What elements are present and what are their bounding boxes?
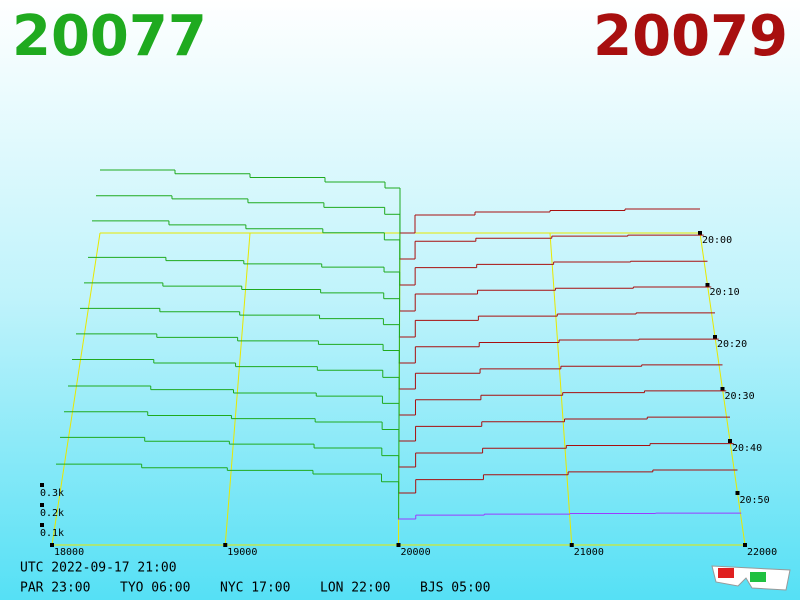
x-tick-label: 18000 — [54, 547, 84, 558]
x-tick-label: 20000 — [401, 547, 431, 558]
time-tick-mark — [698, 231, 702, 235]
time-tick-label: 20:40 — [732, 443, 762, 454]
x-tick-label: 19000 — [227, 547, 257, 558]
time-tick-mark — [705, 283, 710, 287]
city-time: PAR 23:00 — [20, 581, 90, 596]
x-tick-label: 21000 — [574, 547, 604, 558]
grid-line — [224, 232, 251, 546]
z-tick-mark — [40, 523, 44, 527]
city-times: PAR 23:00 TYO 06:00 NYC 17:00 LON 22:00 BJS … — [20, 581, 490, 596]
tick-mark — [396, 543, 401, 547]
city-time: TYO 06:00 — [120, 581, 190, 596]
z-tick-label: 0.3k — [40, 488, 64, 499]
time-tick-label: 20:10 — [710, 287, 740, 298]
tick-mark — [50, 543, 54, 547]
time-tick-mark — [720, 387, 725, 391]
city-time: LON 22:00 — [320, 581, 390, 596]
ask-price: 20079 — [593, 4, 788, 69]
city-time: NYC 17:00 — [220, 581, 290, 596]
time-tick-label: 20:20 — [717, 339, 747, 350]
bid-price: 20077 — [12, 4, 207, 69]
tick-mark — [743, 543, 747, 547]
z-tick-label: 0.1k — [40, 528, 64, 539]
3d-glasses-icon — [711, 565, 791, 591]
time-tick-mark — [735, 491, 740, 495]
utc-time: UTC 2022-09-17 21:00 — [20, 561, 177, 576]
plot-area: 18000 19000 20000 21000 22000 20:00 20:10 20:20… — [40, 169, 777, 558]
time-tick-label: 20:30 — [725, 391, 755, 402]
tick-mark — [223, 543, 228, 547]
time-tick-mark — [728, 439, 732, 443]
time-tick-label: 20:00 — [702, 235, 732, 246]
z-tick-mark — [40, 503, 44, 507]
grid-line — [51, 232, 101, 546]
grid-line — [549, 232, 573, 546]
tick-mark — [569, 543, 574, 547]
x-tick-label: 22000 — [747, 547, 777, 558]
time-tick-label: 20:50 — [740, 495, 770, 506]
city-time: BJS 05:00 — [420, 581, 490, 596]
time-tick-mark — [713, 335, 717, 339]
z-tick-label: 0.2k — [40, 508, 64, 519]
z-tick-mark — [40, 483, 44, 487]
